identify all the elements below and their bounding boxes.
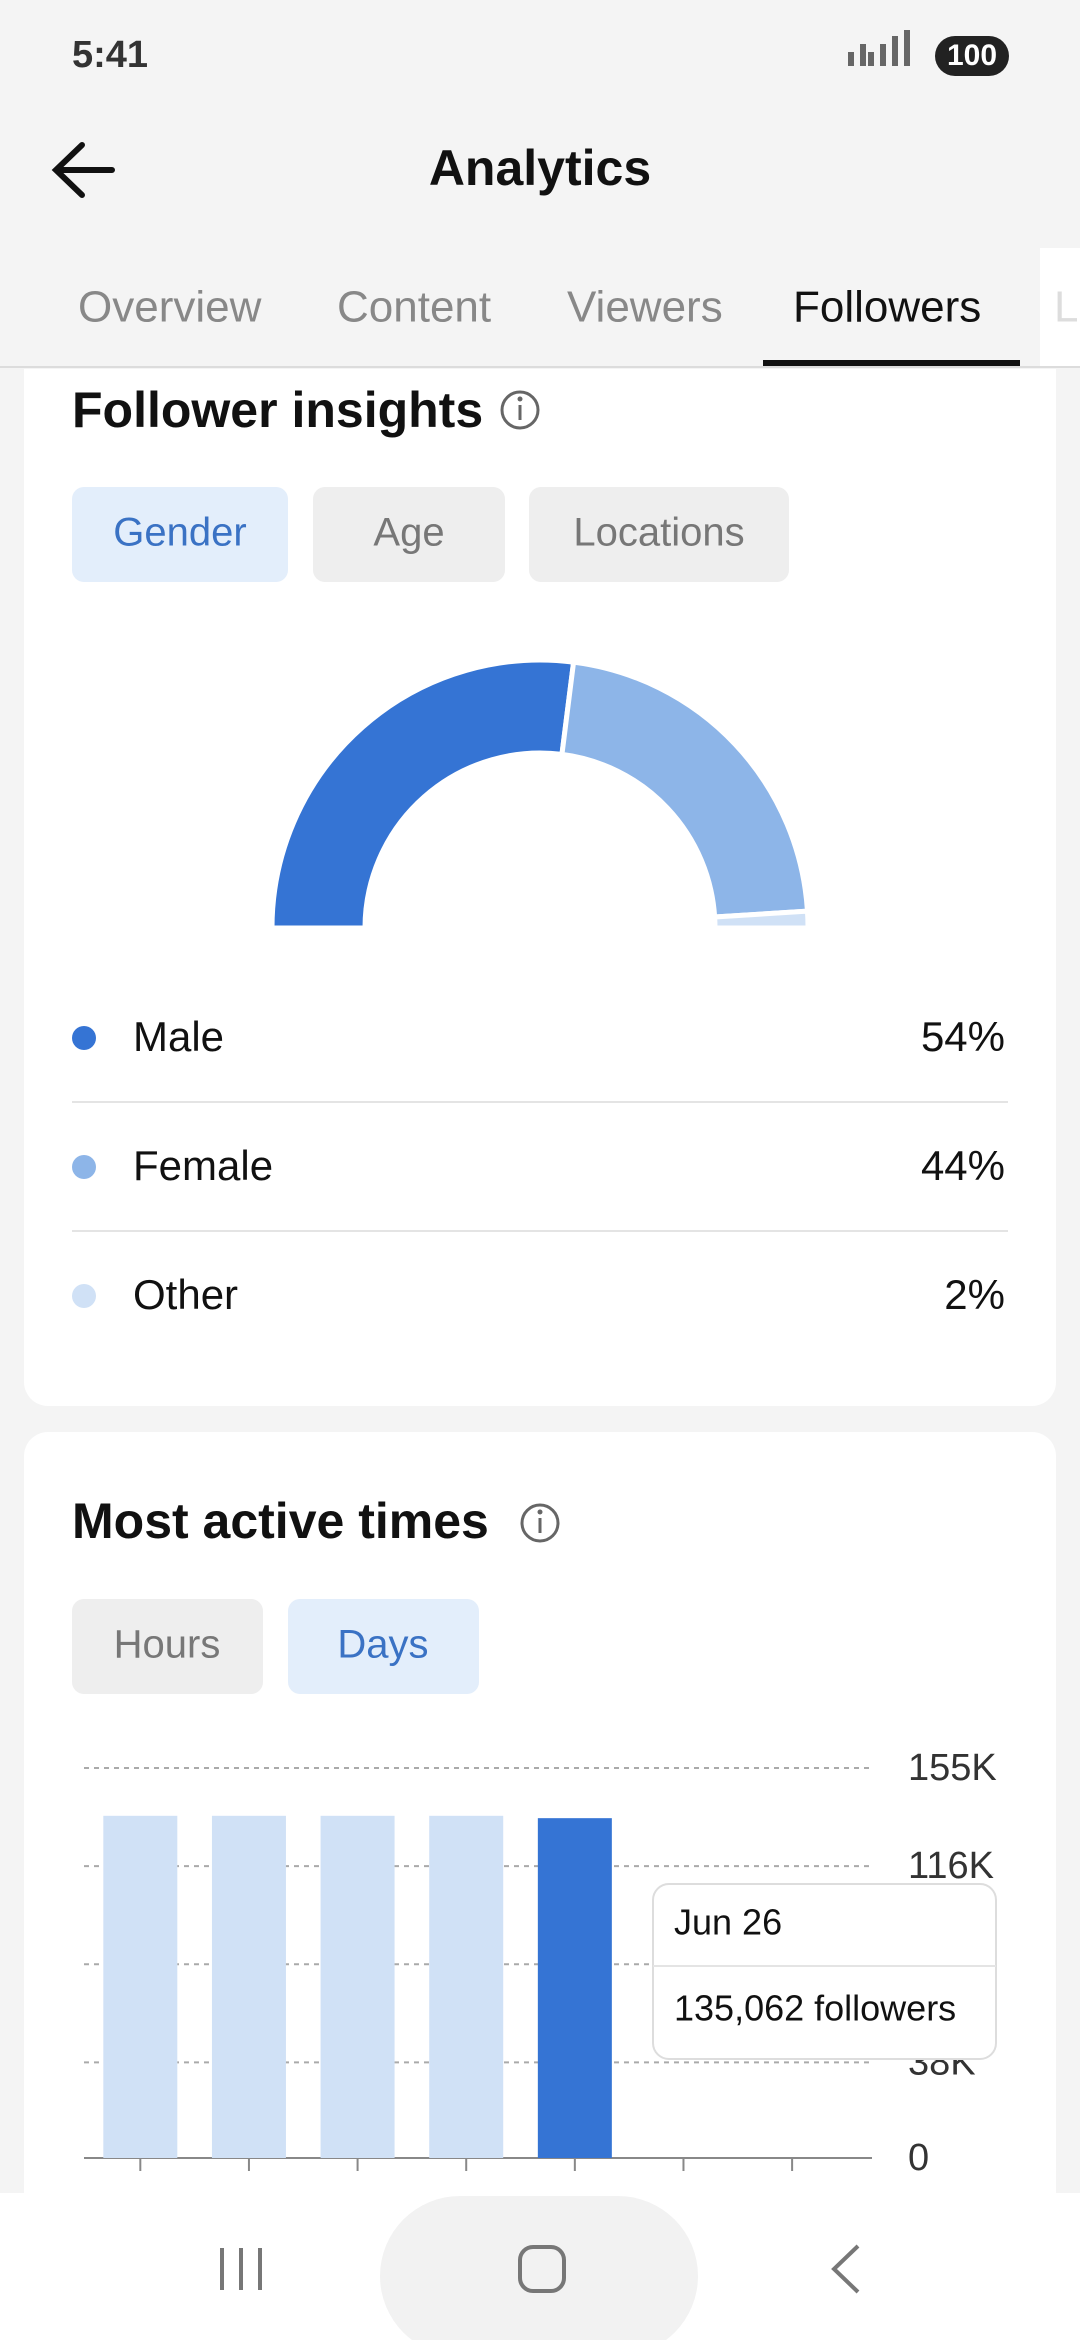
gender-chart <box>269 657 811 931</box>
tab[interactable]: Overview <box>78 283 262 332</box>
back-button[interactable] <box>51 142 115 198</box>
pill[interactable] <box>72 1599 263 1694</box>
tab-overflow <box>1040 248 1080 366</box>
section-title: Most active times <box>72 1493 489 1549</box>
bar <box>211 1815 286 2158</box>
home-pill <box>380 2196 698 2340</box>
tab[interactable]: L <box>1054 283 1078 332</box>
bar <box>537 1818 612 2158</box>
pill-active[interactable] <box>288 1599 479 1694</box>
legend-value: 2% <box>944 1271 1005 1318</box>
legend-label: Male <box>133 1013 224 1060</box>
pill[interactable] <box>313 487 505 582</box>
tooltip-label: Jun 26 <box>674 1902 782 1943</box>
legend-label: Other <box>133 1271 238 1318</box>
legend-label: Female <box>133 1142 273 1189</box>
tab[interactable]: Content <box>337 283 491 332</box>
bar <box>320 1815 395 2158</box>
tab[interactable]: Viewers <box>567 283 723 332</box>
status-icons <box>848 30 910 66</box>
legend: Male 54% Female 44% Other 2% <box>72 1013 1008 1318</box>
pill-label: Hours <box>114 1623 221 1667</box>
home-button[interactable] <box>518 2245 566 2293</box>
info-icon[interactable] <box>520 1503 560 1543</box>
pie-segment <box>269 657 577 931</box>
pill[interactable] <box>529 487 789 582</box>
pill-label: Days <box>337 1623 428 1667</box>
tooltip-value: 135,062 followers <box>674 1988 956 2029</box>
info-icon[interactable] <box>500 390 540 430</box>
y-tick-label: 0 <box>908 2137 929 2179</box>
page-title: Analytics <box>429 140 651 196</box>
tab-indicator <box>763 360 1020 366</box>
y-tick-label: 155K <box>908 1747 997 1789</box>
status-time: 5:41 <box>72 34 148 76</box>
card <box>24 369 1056 1406</box>
legend-dot <box>72 1026 96 1050</box>
pie-segment <box>559 659 811 920</box>
section-title: Follower insights <box>72 382 483 438</box>
legend-dot <box>72 1155 96 1179</box>
pill-label: Locations <box>573 511 744 555</box>
legend-value: 44% <box>921 1142 1005 1189</box>
bar <box>103 1815 178 2158</box>
battery-level: 100 <box>947 39 997 72</box>
pill-active[interactable] <box>72 487 288 582</box>
pie-segment <box>712 908 811 931</box>
legend-dot <box>72 1284 96 1308</box>
y-tick-label: 116K <box>908 1845 994 1887</box>
tooltip <box>652 1883 997 2060</box>
recents-button[interactable] <box>220 2248 262 2290</box>
battery <box>935 36 1009 76</box>
back-nav-button[interactable] <box>831 2244 860 2294</box>
tab-active[interactable]: Followers <box>793 283 981 332</box>
legend-value: 54% <box>921 1013 1005 1060</box>
pill-label: Age <box>373 511 444 555</box>
pill-label: Gender <box>113 511 246 555</box>
bar <box>429 1815 504 2158</box>
